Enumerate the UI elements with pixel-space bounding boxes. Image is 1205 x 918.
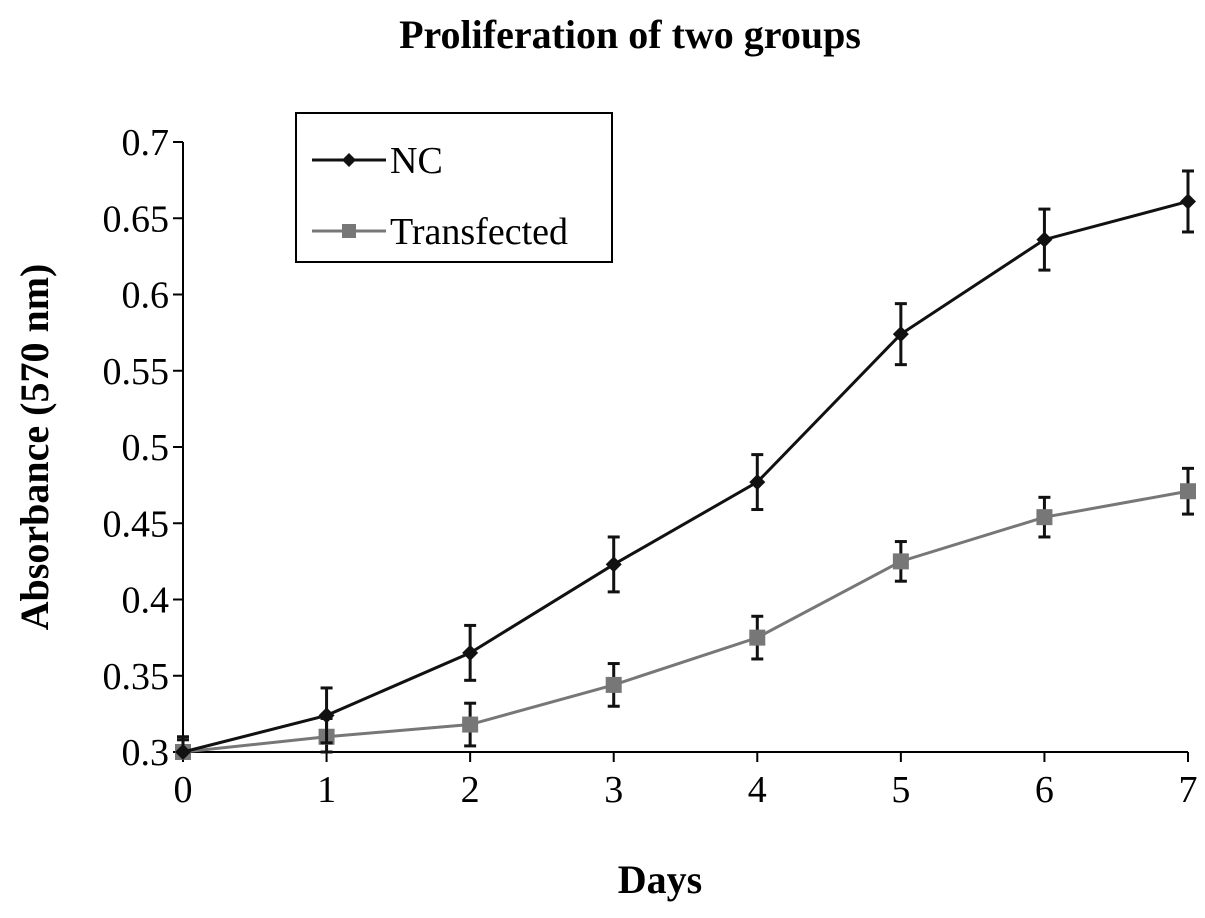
x-tick-label: 2 (461, 769, 480, 811)
legend-square-icon (342, 224, 356, 238)
chart-title: Proliferation of two groups (399, 12, 861, 57)
legend-diamond-icon (342, 153, 356, 167)
x-tick-label: 5 (891, 769, 910, 811)
axes: 0.3 0.35 0.4 0.45 0.5 0.55 0.6 0.65 0.7 0 1 2 3 4 5 6 7 (103, 122, 1198, 811)
y-tick-label: 0.6 (122, 275, 170, 317)
legend: NC Transfected (295, 112, 613, 263)
series-line (182, 489, 1189, 754)
data-point (605, 556, 622, 573)
y-tick-label: 0.5 (122, 427, 170, 469)
x-tick-label: 3 (604, 769, 623, 811)
y-tick-label: 0.45 (103, 503, 170, 545)
legend-label-nc: NC (390, 140, 443, 182)
data-point (605, 676, 622, 693)
x-tick-label: 6 (1035, 769, 1054, 811)
x-tick-label: 0 (174, 769, 193, 811)
data-point (749, 629, 766, 646)
data-point (1036, 509, 1053, 526)
y-tick-label: 0.7 (122, 122, 170, 164)
x-tick-label: 4 (748, 769, 767, 811)
x-tick-label: 1 (317, 769, 336, 811)
y-tick-label: 0.55 (103, 351, 170, 393)
x-axis-label: Days (618, 857, 702, 902)
data-point (1036, 231, 1053, 248)
data-point (318, 707, 335, 724)
series-line (182, 200, 1189, 754)
data-point (892, 326, 909, 343)
data-point (1180, 193, 1196, 210)
data-point (462, 716, 479, 733)
y-tick-label: 0.35 (103, 656, 170, 698)
legend-label-transfected: Transfected (390, 211, 568, 253)
data-point (892, 553, 909, 570)
x-tick-label: 7 (1179, 769, 1198, 811)
data-point (175, 744, 191, 760)
data-point (462, 644, 479, 661)
y-tick-label: 0.3 (122, 732, 170, 774)
series-nc (175, 169, 1196, 760)
y-axis-label: Absorbance (570 nm) (12, 264, 57, 631)
data-point (749, 474, 766, 491)
data-point (1180, 483, 1196, 500)
y-tick-label: 0.4 (122, 580, 170, 622)
plot-area (175, 169, 1196, 760)
y-tick-label: 0.65 (103, 198, 170, 240)
